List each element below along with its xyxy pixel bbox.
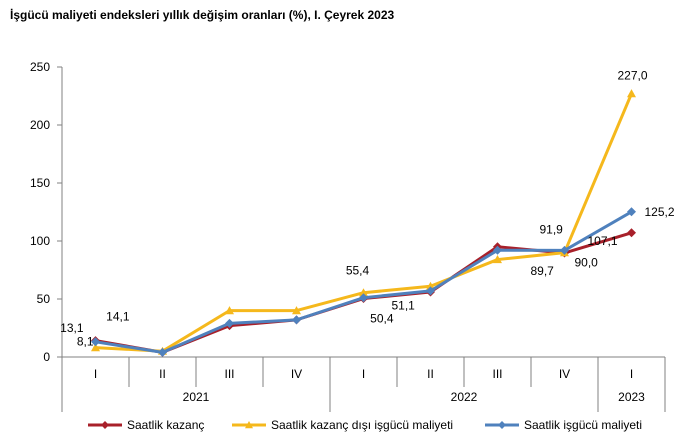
- series-point: [225, 306, 234, 315]
- data-label: 91,9: [540, 222, 564, 236]
- x-tick-label: III: [492, 367, 502, 381]
- x-tick-label: IV: [291, 367, 302, 381]
- data-label: 227,0: [618, 69, 648, 83]
- series-point: [225, 318, 234, 328]
- legend-marker: [101, 421, 109, 429]
- legend-marker: [498, 421, 506, 429]
- legend-label: Saatlik kazanç dışı işgücü maliyeti: [271, 418, 453, 432]
- data-label: 50,4: [370, 312, 394, 326]
- series-point: [91, 337, 100, 347]
- data-label: 55,4: [346, 264, 370, 278]
- series-point: [292, 315, 301, 325]
- x-tick-label: III: [224, 367, 234, 381]
- data-label: 89,7: [531, 264, 555, 278]
- x-tick-label: I: [94, 367, 97, 381]
- year-label: 2023: [618, 390, 645, 404]
- x-tick-label: II: [159, 367, 166, 381]
- data-label: 8,1: [77, 335, 94, 349]
- chart-title: İşgücü maliyeti endeksleri yıllık değişi…: [10, 8, 395, 22]
- series-layer: [91, 89, 636, 357]
- data-label: 125,2: [645, 205, 675, 219]
- series-point: [359, 288, 368, 297]
- data-label: 13,1: [60, 321, 84, 335]
- series-point: [560, 245, 569, 255]
- series-point: [359, 293, 368, 303]
- x-tick-label: I: [630, 367, 633, 381]
- y-tick-label: 100: [30, 234, 50, 248]
- y-tick-label: 200: [30, 118, 50, 132]
- x-tick-label: I: [362, 367, 365, 381]
- year-label: 2021: [183, 390, 210, 404]
- series-point: [158, 347, 167, 357]
- legend-label: Saatlik kazanç: [127, 418, 204, 432]
- data-label: 90,0: [575, 256, 599, 270]
- series-point: [91, 343, 100, 352]
- series-point: [627, 89, 636, 98]
- series-point: [493, 245, 502, 255]
- legend-label: Saatlik işgücü maliyeti: [524, 418, 642, 432]
- data-label: 14,1: [106, 310, 130, 324]
- legend-marker: [245, 421, 253, 429]
- series-point: [627, 228, 636, 238]
- data-labels: 14,1 50,4 89,7 107,1 8,1 55,4 90,0 227,0 13,1 51,…: [60, 69, 675, 349]
- y-tick-label: 150: [30, 176, 50, 190]
- series-point: [426, 286, 435, 296]
- y-tick-label: 250: [30, 60, 50, 74]
- year-label: 2022: [451, 390, 478, 404]
- series-point: [292, 306, 301, 315]
- x-tick-label: II: [427, 367, 434, 381]
- y-tick-label: 0: [43, 350, 50, 364]
- y-tick-label: 50: [37, 292, 51, 306]
- series-point: [627, 207, 636, 217]
- legend: Saatlik kazanç Saatlik kazanç dışı işgücü…: [88, 418, 642, 432]
- data-label: 51,1: [392, 299, 416, 313]
- x-tick-label: IV: [559, 367, 570, 381]
- data-label: 107,1: [587, 234, 617, 248]
- series-point: [493, 255, 502, 264]
